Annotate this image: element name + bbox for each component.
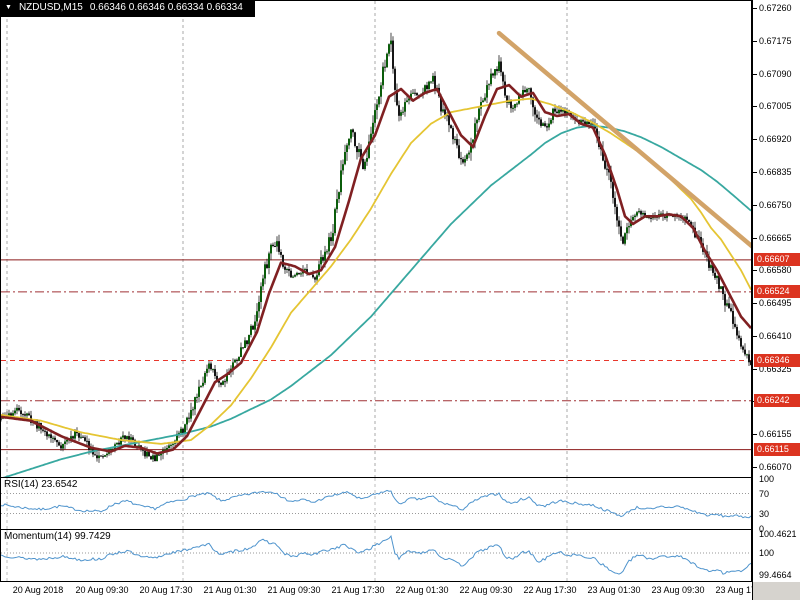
y-axis-tick: 0.66495 — [759, 298, 792, 308]
y-axis-tick-mark — [753, 172, 757, 173]
x-axis-label: 20 Aug 09:30 — [75, 585, 129, 595]
y-axis-tick: 0.67175 — [759, 36, 792, 46]
x-axis-label: 22 Aug 01:30 — [395, 585, 449, 595]
y-axis-tick: 0.66920 — [759, 134, 792, 144]
momentum-level-label: 100.4621 — [759, 529, 797, 539]
price-line-flag: 0.66242 — [754, 394, 800, 407]
y-axis-tick-mark — [753, 434, 757, 435]
symbol-timeframe-label: NZDUSD,M15 — [18, 2, 83, 13]
y-axis-tick: 0.66155 — [759, 429, 792, 439]
y-axis-tick-mark — [753, 336, 757, 337]
y-axis-tick-mark — [753, 205, 757, 206]
x-axis-label: 21 Aug 01:30 — [203, 585, 257, 595]
momentum-indicator-pane[interactable] — [0, 529, 752, 582]
ma-medium-yellow — [0, 97, 752, 445]
y-axis-tick: 0.67260 — [759, 3, 792, 13]
momentum-level-label: 100 — [759, 548, 775, 558]
y-axis-tick: 0.67090 — [759, 69, 792, 79]
indicator-line — [0, 535, 752, 575]
y-axis-tick-mark — [753, 8, 757, 9]
dropdown-arrow-icon[interactable]: ▼ — [5, 4, 12, 11]
rsi-indicator-label: RSI(14) 23.6542 — [4, 479, 78, 490]
y-axis-tick-mark — [753, 106, 757, 107]
x-axis-label: 23 Aug 09:30 — [651, 585, 705, 595]
y-axis-tick-mark — [753, 41, 757, 42]
time-axis[interactable]: 20 Aug 2018 20 Aug 09:30 20 Aug 17:30 21 Au… — [0, 582, 769, 600]
y-axis-tick: 0.66580 — [759, 265, 792, 275]
rsi-indicator-pane[interactable] — [0, 477, 752, 530]
ma-slow-teal — [0, 124, 752, 478]
y-axis-tick: 0.66835 — [759, 167, 792, 177]
ma-fast-darkred — [0, 83, 752, 455]
y-axis-tick-mark — [753, 139, 757, 140]
momentum-indicator-label: Momentum(14) 99.7429 — [4, 531, 111, 542]
ohlc-values: 0.66346 0.66346 0.66334 0.66334 — [89, 2, 243, 13]
y-axis-tick-mark — [753, 369, 757, 370]
x-axis-label: 21 Aug 09:30 — [267, 585, 321, 595]
price-line-flag: 0.66524 — [754, 285, 800, 298]
candle-wicks — [0, 32, 752, 463]
x-axis-label: 22 Aug 09:30 — [459, 585, 513, 595]
x-axis-label: 22 Aug 17:30 — [523, 585, 577, 595]
indicator-line — [0, 489, 752, 519]
rsi-level-label: 0 — [759, 524, 765, 534]
price-line-flag: 0.66607 — [754, 253, 800, 266]
y-axis-tick: 0.66070 — [759, 462, 792, 472]
price-chart-pane[interactable] — [0, 0, 752, 478]
price-line-flag: 0.66115 — [754, 443, 800, 456]
y-axis-tick: 0.67005 — [759, 101, 792, 111]
y-axis-tick-mark — [753, 238, 757, 239]
candles — [0, 40, 752, 462]
y-axis-tick: 0.66325 — [759, 364, 792, 374]
price-axis[interactable]: 0.67260 0.67175 0.67090 0.67005 0.66920 0.668… — [752, 0, 800, 600]
y-axis-tick-mark — [753, 270, 757, 271]
rsi-level-label: 30 — [759, 509, 770, 519]
x-axis-label: 23 Aug 17:30 — [715, 585, 769, 595]
chart-title-bar: ▼ NZDUSD,M15 0.66346 0.66346 0.66334 0.6… — [0, 0, 255, 17]
y-axis-tick-mark — [753, 467, 757, 468]
price-line-flag: 0.66346 — [754, 354, 800, 367]
x-axis-label: 20 Aug 2018 — [12, 585, 64, 595]
momentum-level-label: 99.4664 — [759, 570, 792, 580]
x-axis-label: 23 Aug 01:30 — [587, 585, 641, 595]
y-axis-tick: 0.66750 — [759, 200, 792, 210]
y-axis-tick: 0.66410 — [759, 331, 792, 341]
x-axis-label: 21 Aug 17:30 — [331, 585, 385, 595]
scrollbar-corner — [753, 582, 800, 600]
x-axis-label: 20 Aug 17:30 — [139, 585, 193, 595]
rsi-level-label: 70 — [759, 489, 770, 499]
trendline — [496, 30, 752, 250]
y-axis-tick-mark — [753, 303, 757, 304]
y-axis-tick: 0.66665 — [759, 233, 792, 243]
rsi-level-label: 100 — [759, 474, 775, 484]
y-axis-tick-mark — [753, 74, 757, 75]
